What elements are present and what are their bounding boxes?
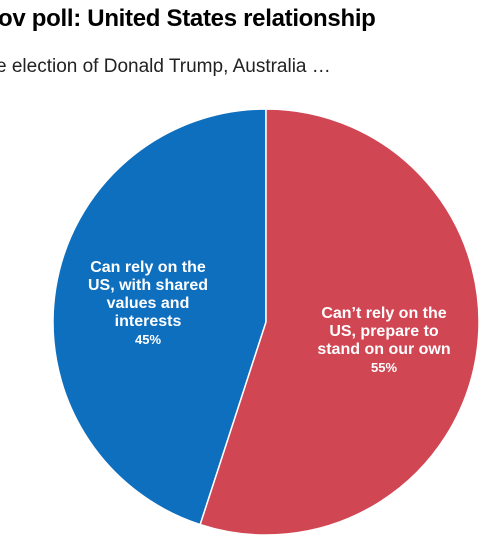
slice-label-line: interests [115,313,182,330]
slice-value-label: 55% [371,360,397,375]
slice-label-line: Can’t rely on the [321,305,446,322]
chart-subtitle: e election of Donald Trump, Australia … [0,56,331,77]
slice-label-line: values and [107,295,190,312]
slice-label-line: Can rely on the [90,259,206,276]
pie-slice-can-rely [52,108,267,526]
slice-label-line: stand on our own [317,341,450,358]
chart-title: ov poll: United States relationship [0,5,376,32]
slice-value-label: 45% [135,332,161,347]
slice-label-line: US, with shared [88,277,208,294]
slice-label-line: US, prepare to [329,323,439,340]
pie-slice-cannot-rely [199,108,480,536]
